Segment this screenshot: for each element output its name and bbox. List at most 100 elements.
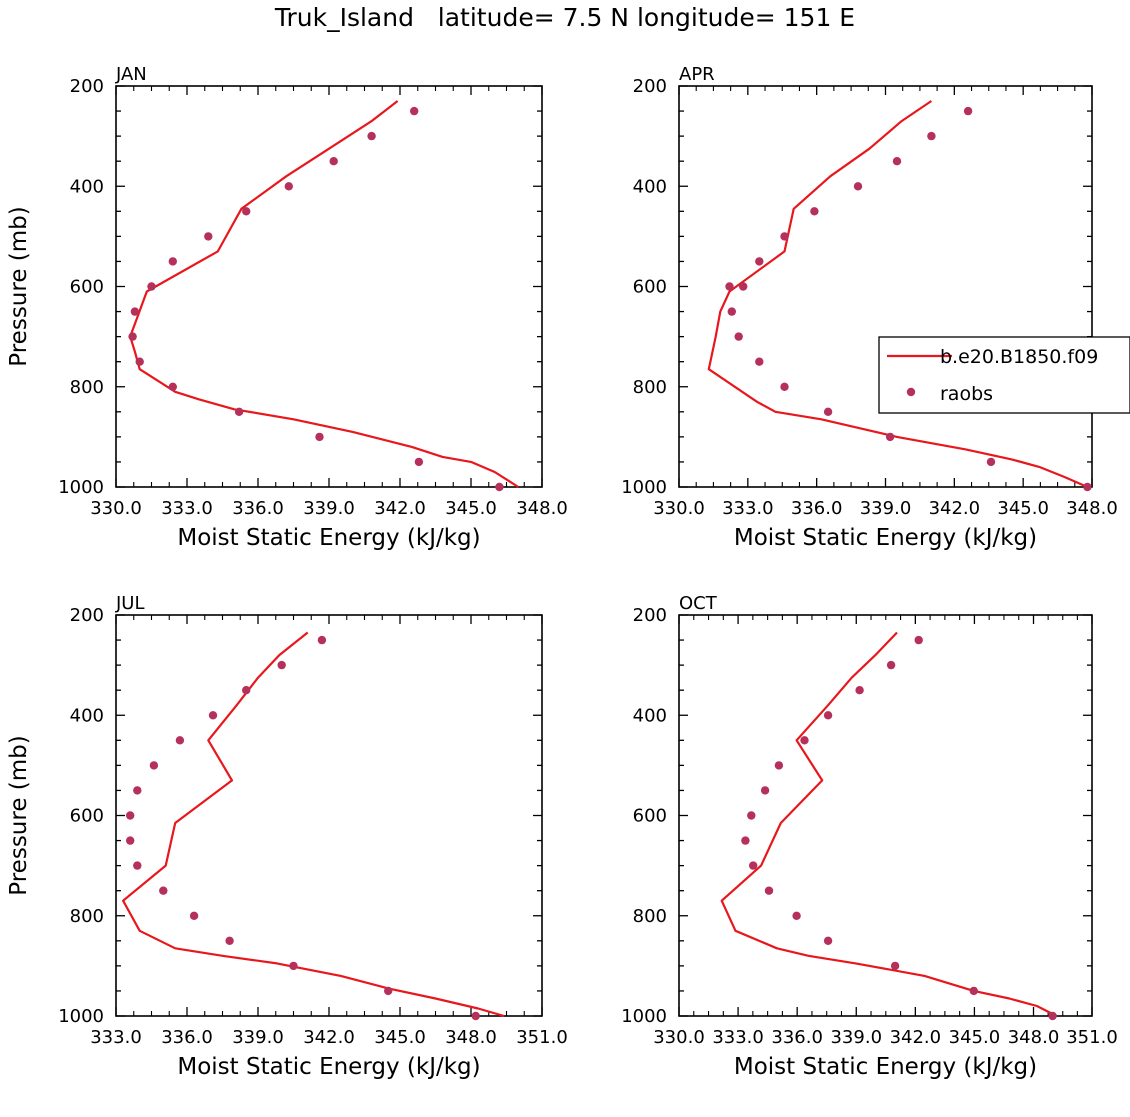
obs-point: [126, 836, 135, 845]
y-tick-label: 600: [70, 806, 104, 827]
obs-point: [892, 157, 902, 166]
obs-point: [927, 131, 936, 141]
legend-marker-swatch: [906, 387, 916, 397]
obs-point: [189, 911, 199, 920]
x-tick-label: 345.0: [374, 1027, 426, 1048]
legend-box: [878, 336, 1130, 414]
obs-point: [823, 711, 833, 720]
obs-point: [764, 886, 774, 895]
obs-point: [747, 811, 756, 820]
x-axis-title: Moist Static Energy (kJ/kg): [177, 1054, 480, 1080]
x-tick-label: 351.0: [1066, 1027, 1118, 1048]
x-axis-title: Moist Static Energy (kJ/kg): [734, 525, 1037, 551]
x-tick-label: 342.0: [303, 1027, 355, 1048]
x-tick-label: 345.0: [949, 1027, 1001, 1048]
x-tick-label: 351.0: [516, 1027, 568, 1048]
x-tick-label: 348.0: [445, 1027, 497, 1048]
x-tick-label: 348.0: [1008, 1027, 1060, 1048]
obs-point: [128, 332, 137, 341]
obs-point: [367, 131, 376, 141]
legend: b.e20.B1850.f09 raobs: [878, 336, 1130, 414]
obs-point: [885, 432, 895, 442]
obs-point: [175, 736, 185, 745]
obs-point: [149, 761, 159, 770]
obs-point: [159, 886, 168, 895]
x-tick-label: 330.0: [653, 498, 705, 519]
x-tick-label: 345.0: [445, 498, 497, 519]
x-tick-label: 333.0: [90, 1027, 142, 1048]
panel-label: JAN: [115, 64, 147, 85]
panel-label: JUL: [115, 593, 145, 614]
x-tick-label: 336.0: [161, 1027, 213, 1048]
y-tick-label: 400: [633, 705, 667, 726]
obs-point: [725, 282, 734, 291]
x-tick-label: 333.0: [712, 1027, 764, 1048]
obs-point: [780, 232, 789, 241]
x-tick-label: 330.0: [653, 1027, 705, 1048]
obs-point: [208, 711, 218, 720]
series-line-model: [129, 100, 519, 488]
obs-point: [495, 482, 504, 492]
y-tick-label: 200: [70, 605, 104, 626]
obs-point: [969, 986, 978, 996]
obs-point: [234, 407, 244, 416]
y-tick-label: 1000: [58, 1006, 104, 1027]
obs-point: [774, 761, 784, 770]
x-tick-label: 339.0: [232, 1027, 284, 1048]
obs-point: [289, 961, 298, 971]
obs-point: [284, 182, 293, 191]
series-line-model: [707, 100, 1088, 489]
obs-point: [130, 307, 140, 316]
x-tick-label: 336.0: [232, 498, 284, 519]
x-tick-label: 339.0: [303, 498, 355, 519]
obs-point: [471, 1011, 480, 1021]
obs-point: [242, 686, 251, 695]
x-tick-label: 336.0: [771, 1027, 823, 1048]
obs-point: [126, 811, 135, 820]
obs-point: [734, 332, 743, 341]
y-axis-title: Pressure (mb): [6, 735, 32, 895]
y-tick-label: 400: [633, 176, 667, 197]
y-tick-label: 800: [633, 377, 667, 398]
panel-label: OCT: [679, 593, 718, 614]
obs-point: [755, 257, 764, 266]
obs-point: [741, 836, 750, 845]
obs-point: [414, 457, 424, 467]
obs-point: [317, 635, 327, 645]
obs-point: [963, 106, 973, 116]
y-tick-label: 800: [70, 377, 104, 398]
obs-point: [914, 635, 923, 645]
obs-point: [133, 786, 142, 795]
obs-point: [315, 432, 324, 442]
panel-label: APR: [679, 64, 715, 85]
obs-point: [133, 861, 142, 870]
y-tick-label: 800: [70, 906, 104, 927]
y-axis-title: Pressure (mb): [6, 206, 32, 366]
obs-point: [886, 660, 896, 670]
y-tick-label: 1000: [621, 477, 667, 498]
legend-label-obs: raobs: [940, 383, 993, 405]
obs-point: [792, 911, 801, 920]
x-tick-label: 342.0: [374, 498, 426, 519]
obs-point: [800, 736, 809, 745]
legend-label-model: b.e20.B1850.f09: [940, 346, 1098, 368]
obs-point: [384, 986, 393, 996]
obs-point: [135, 357, 144, 366]
obs-point: [1083, 482, 1092, 492]
y-tick-label: 200: [633, 76, 667, 97]
x-tick-label: 333.0: [722, 498, 774, 519]
obs-point: [853, 182, 863, 191]
obs-point: [823, 407, 833, 416]
y-tick-label: 600: [70, 277, 104, 298]
x-tick-label: 342.0: [890, 1027, 942, 1048]
y-tick-label: 1000: [58, 477, 104, 498]
obs-point: [225, 936, 234, 945]
x-tick-label: 336.0: [791, 498, 843, 519]
y-tick-label: 200: [633, 605, 667, 626]
y-tick-label: 1000: [621, 1006, 667, 1027]
figure-title: Truk_Island latitude= 7.5 N longitude= 1…: [274, 3, 855, 32]
